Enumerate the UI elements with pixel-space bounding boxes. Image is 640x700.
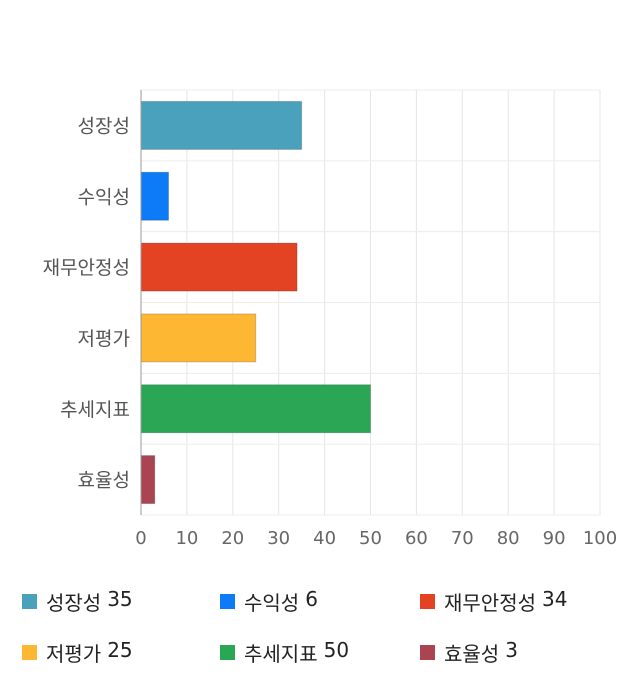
legend-label: 수익성 [244,591,300,615]
x-tick-label: 40 [313,528,336,549]
bar [140,313,257,363]
bar [140,384,371,434]
legend-swatch [22,645,37,660]
category-label: 수익성 [78,186,130,208]
x-tick-label: 100 [583,528,617,549]
x-tick-labels: 0 10 20 30 40 50 60 70 80 90 100 [135,528,617,549]
legend-item-efficiency[interactable]: 효율성 3 [420,638,518,667]
bars [140,100,371,505]
bar [140,455,156,505]
legend-swatch [220,645,235,660]
legend-item-stability[interactable]: 재무안정성 34 [420,587,567,616]
legend-item-growth[interactable]: 성장성 35 [22,587,133,616]
legend-label: 성장성 [46,591,102,615]
legend: 성장성 35 수익성 6 재무안정성 34 저평가 25 추세지표 50 효율성 3 [0,575,640,685]
bar [140,242,298,292]
legend-value: 6 [305,587,318,611]
legend-item-trend[interactable]: 추세지표 50 [220,638,349,667]
legend-swatch [220,594,235,609]
legend-swatch [420,594,435,609]
legend-value: 25 [107,638,133,662]
x-tick-label: 10 [175,528,198,549]
legend-label: 저평가 [46,642,102,666]
x-tick-label: 20 [221,528,244,549]
legend-value: 3 [505,638,518,662]
x-tick-label: 60 [405,528,428,549]
category-label: 효율성 [78,470,130,492]
x-tick-label: 50 [359,528,382,549]
legend-label: 추세지표 [244,642,318,666]
x-tick-label: 90 [543,528,566,549]
x-tick-label: 30 [267,528,290,549]
bar [140,100,303,150]
grid-lines [141,89,601,516]
x-tick-label: 80 [497,528,520,549]
legend-swatch [22,594,37,609]
x-tick-label: 70 [451,528,474,549]
x-tick-label: 0 [135,528,146,549]
legend-value: 34 [542,587,568,611]
bar [140,171,170,221]
legend-swatch [420,645,435,660]
category-label: 저평가 [78,328,130,350]
category-label: 성장성 [78,115,130,137]
legend-label: 재무안정성 [444,591,536,615]
legend-item-profitability[interactable]: 수익성 6 [220,587,318,616]
legend-label: 효율성 [444,642,500,666]
legend-value: 35 [107,587,133,611]
legend-value: 50 [323,638,350,662]
category-label: 재무안정성 [43,257,130,279]
legend-item-undervalued[interactable]: 저평가 25 [22,638,133,667]
category-label: 추세지표 [60,399,130,421]
